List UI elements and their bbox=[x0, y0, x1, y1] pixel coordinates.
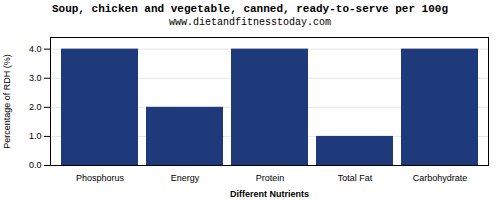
svg-text:1.0: 1.0 bbox=[29, 131, 42, 141]
svg-text:Different Nutrients: Different Nutrients bbox=[230, 189, 309, 199]
svg-text:Protein: Protein bbox=[256, 173, 285, 183]
svg-text:2.0: 2.0 bbox=[29, 102, 42, 112]
svg-text:0.0: 0.0 bbox=[29, 160, 42, 170]
svg-text:Total Fat: Total Fat bbox=[338, 173, 373, 183]
html-text:Soup, chicken and vegetable, c: Soup, chicken and vegetable, canned, rea… bbox=[52, 3, 448, 15]
svg-text:3.0: 3.0 bbox=[29, 73, 42, 83]
svg-text:Percentage of RDH (%): Percentage of RDH (%) bbox=[2, 54, 12, 149]
svg-text:Energy: Energy bbox=[171, 173, 200, 183]
svg-text:Phosphorus: Phosphorus bbox=[76, 173, 125, 183]
html-text:www.dietandfitnesstoday.com: www.dietandfitnesstoday.com bbox=[169, 17, 331, 28]
svg-text:4.0: 4.0 bbox=[29, 44, 42, 54]
svg-text:Carbohydrate: Carbohydrate bbox=[413, 173, 468, 183]
